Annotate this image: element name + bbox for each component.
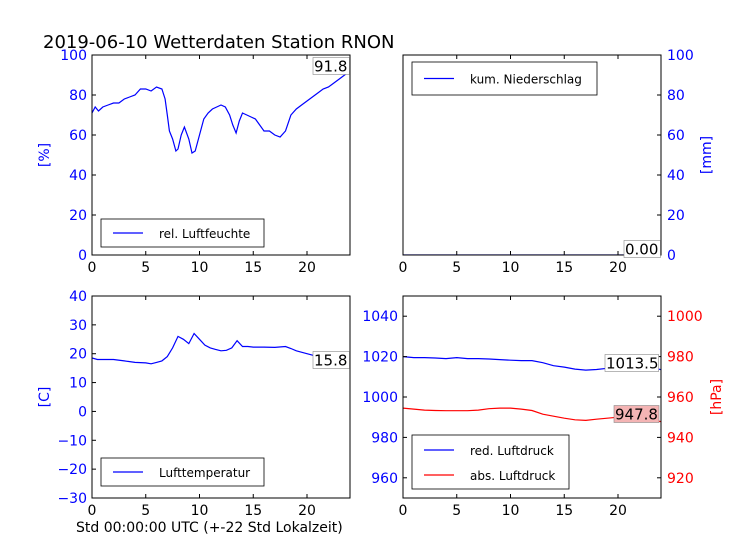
y-tick-label: 10 xyxy=(69,376,87,392)
y-tick-label: 80 xyxy=(69,88,87,104)
last-value-label-right-box xyxy=(613,405,660,423)
y-tick-label: 1040 xyxy=(362,309,398,325)
x-tick-label: 15 xyxy=(555,503,573,519)
last-value-label: 91.8 xyxy=(314,58,347,76)
legend-label: Lufttemperatur xyxy=(159,466,250,480)
y-tick-label: 0 xyxy=(78,404,87,420)
x-tick-label: 10 xyxy=(502,260,520,276)
last-value-label: 0.00 xyxy=(625,241,658,259)
x-tick-label: 15 xyxy=(244,260,262,276)
y-tick-label-right: 960 xyxy=(667,390,694,406)
figure-title: 2019-06-10 Wetterdaten Station RNON xyxy=(43,32,394,53)
y-axis-label-right: [hPa] xyxy=(709,379,725,415)
x-tick-label: 5 xyxy=(452,260,461,276)
last-value-label-box xyxy=(623,240,661,258)
y-tick-label-right: 0 xyxy=(667,248,676,264)
chart-panel-pressure: 0 5 10 15 20 960 980 1000 1020 1040 920 940 960 980 10… xyxy=(362,295,725,519)
x-tick-label: 15 xyxy=(244,503,262,519)
last-value-label-right: 947.8 xyxy=(615,406,658,424)
y-tick-label: 30 xyxy=(69,318,87,334)
plot-frame-humidity xyxy=(91,54,351,256)
x-tick-label: 20 xyxy=(609,260,627,276)
series-line-humidity-0 xyxy=(92,70,350,154)
last-value-label-box xyxy=(312,57,350,75)
x-tick-label: 0 xyxy=(88,503,97,519)
y-axis-label-right: [mm] xyxy=(699,136,715,174)
x-tick-label: 0 xyxy=(88,260,97,276)
x-tick-label: 5 xyxy=(141,260,150,276)
y-tick-label-right: 80 xyxy=(667,88,685,104)
y-tick-label: −10 xyxy=(57,433,87,449)
x-tick-label: 15 xyxy=(555,260,573,276)
series-line-temperature-0 xyxy=(92,332,350,367)
last-value-label-box xyxy=(312,351,350,369)
y-tick-label-right: 980 xyxy=(667,350,694,366)
x-tick-label: 0 xyxy=(399,503,408,519)
chart-panel-humidity: 0 5 10 15 20 0 20 40 60 80 100 [%] rel. Luftfeuchte 9… xyxy=(37,48,351,276)
y-tick-label: −20 xyxy=(57,462,87,478)
legend-label: kum. Niederschlag xyxy=(470,73,582,87)
y-tick-label: 20 xyxy=(69,208,87,224)
y-tick-label-right: 60 xyxy=(667,128,685,144)
x-tick-label: 10 xyxy=(502,503,520,519)
footer-x-label: Std 00:00:00 UTC (+-22 Std Lokalzeit) xyxy=(76,520,343,536)
legend-label: abs. Luftdruck xyxy=(470,469,555,483)
y-tick-label-right: 1000 xyxy=(667,309,703,325)
last-value-label: 1013.5 xyxy=(606,355,659,373)
chart-panel-precip: 0 5 10 15 20 0 20 40 60 80 100 [mm] kum. Niederschla… xyxy=(399,48,715,276)
y-tick-label: 960 xyxy=(371,471,398,487)
y-tick-label-right: 20 xyxy=(667,208,685,224)
y-tick-label-right: 40 xyxy=(667,168,685,184)
last-value-label: 15.8 xyxy=(314,352,347,370)
y-tick-label: 1020 xyxy=(362,350,398,366)
y-tick-label: −30 xyxy=(57,491,87,507)
x-tick-label: 20 xyxy=(609,503,627,519)
x-tick-label: 5 xyxy=(452,503,461,519)
x-tick-label: 20 xyxy=(298,503,316,519)
y-tick-label: 40 xyxy=(69,289,87,305)
plot-frame-temperature xyxy=(91,295,351,499)
y-tick-label-right: 940 xyxy=(667,430,694,446)
legend-label: rel. Luftfeuchte xyxy=(159,227,250,241)
y-tick-label: 40 xyxy=(69,168,87,184)
x-tick-label: 10 xyxy=(191,503,209,519)
x-tick-label: 10 xyxy=(191,260,209,276)
chart-panel-temperature: 0 5 10 15 20 −30 −20 −10 0 10 20 30 40 [C] Lufttempera… xyxy=(37,289,351,519)
plot-frame-precip xyxy=(402,54,662,256)
x-tick-label: 5 xyxy=(141,503,150,519)
legend-box-pressure xyxy=(411,434,570,490)
y-axis-label: [%] xyxy=(37,143,53,167)
y-tick-label-right: 100 xyxy=(667,48,694,64)
y-tick-label: 100 xyxy=(60,48,87,64)
x-tick-label: 0 xyxy=(399,260,408,276)
y-tick-label: 0 xyxy=(78,248,87,264)
y-axis-label: [C] xyxy=(37,387,53,408)
x-tick-label: 20 xyxy=(298,260,316,276)
y-tick-label: 60 xyxy=(69,128,87,144)
legend-label: red. Luftdruck xyxy=(470,444,554,458)
y-tick-label-right: 920 xyxy=(667,471,694,487)
last-value-label-box xyxy=(604,354,659,372)
y-tick-label: 980 xyxy=(371,430,398,446)
y-tick-label: 1000 xyxy=(362,390,398,406)
y-tick-label: 20 xyxy=(69,347,87,363)
